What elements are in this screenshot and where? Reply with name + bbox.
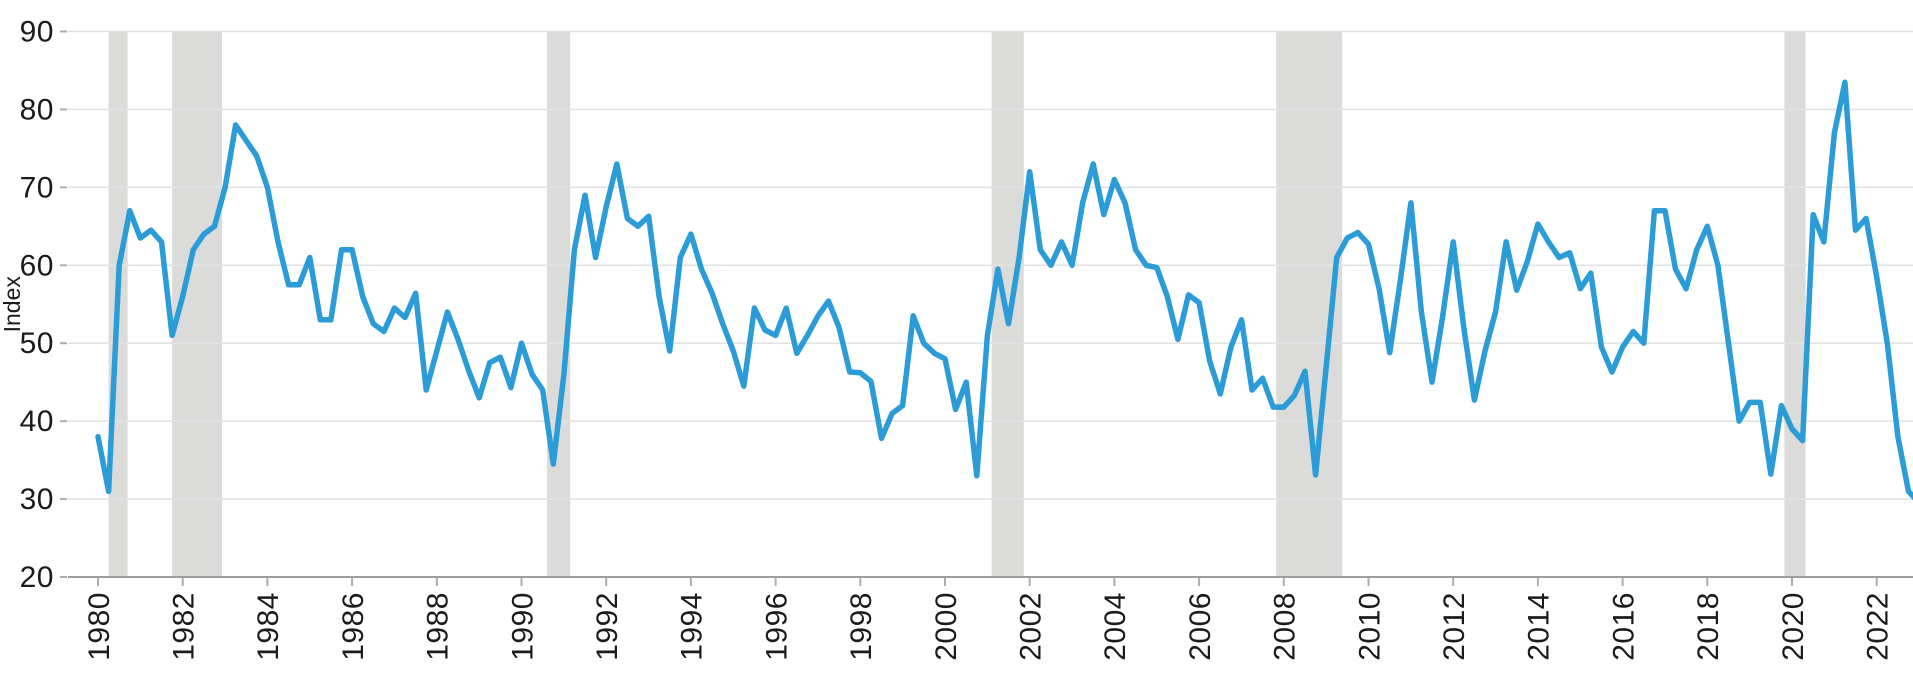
x-tick-label: 2022 [1862, 592, 1895, 661]
x-tick-label: 1994 [676, 592, 709, 661]
x-tick-label: 2014 [1523, 592, 1556, 661]
x-tick-label: 1996 [760, 592, 793, 661]
x-tick-label: 2008 [1269, 592, 1302, 661]
x-tick-label: 2000 [930, 592, 963, 661]
y-axis: 20 30 40 50 60 70 80 90 [20, 16, 67, 594]
x-tick-label: 2018 [1692, 592, 1725, 661]
x-tick-label: 2004 [1099, 592, 1132, 661]
x-tick-label: 2006 [1184, 592, 1217, 661]
x-axis: 1980 1982 1984 1986 1988 1990 1992 1994 1996 1998… [83, 578, 1895, 661]
y-tick-label: 50 [20, 327, 54, 360]
x-tick-label: 1986 [337, 592, 370, 661]
y-axis-title: Index [0, 276, 25, 333]
y-tick-label: 70 [20, 171, 54, 204]
recession-band [991, 31, 1024, 577]
y-tick-label: 20 [20, 561, 54, 594]
x-tick-label: 1982 [167, 592, 200, 661]
y-tick-label: 30 [20, 483, 54, 516]
x-tick-label: 2020 [1777, 592, 1810, 661]
x-tick-label: 1998 [845, 592, 878, 661]
x-tick-label: 1992 [591, 592, 624, 661]
y-tick-label: 60 [20, 249, 54, 282]
x-tick-label: 2010 [1353, 592, 1386, 661]
index-series-line [95, 79, 1913, 501]
x-tick-label: 2002 [1014, 592, 1047, 661]
x-tick-label: 2016 [1607, 592, 1640, 661]
x-tick-label: 1980 [83, 592, 116, 661]
x-tick-label: 1984 [252, 592, 285, 661]
x-tick-label: 1990 [506, 592, 539, 661]
x-tick-label: 2012 [1438, 592, 1471, 661]
y-tick-label: 90 [20, 16, 54, 49]
recession-band [1784, 31, 1806, 577]
y-tick-label: 40 [20, 405, 54, 438]
gridlines [68, 30, 1913, 500]
recession-band [546, 31, 571, 577]
x-tick-label: 1988 [422, 592, 455, 661]
y-tick-label: 80 [20, 93, 54, 126]
